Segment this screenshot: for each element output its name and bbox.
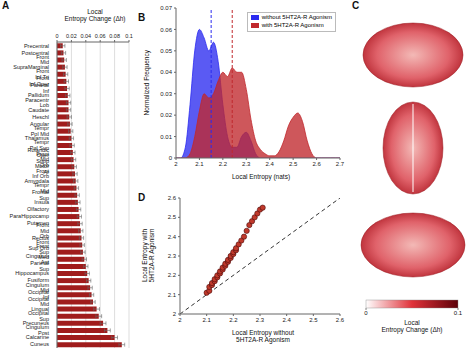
svg-text:2.2: 2.2	[229, 317, 238, 323]
svg-text:2: 2	[174, 161, 178, 167]
svg-text:2.6: 2.6	[312, 161, 321, 167]
svg-text:Olfactory: Olfactory	[27, 206, 49, 212]
svg-text:2.6: 2.6	[336, 317, 345, 323]
svg-text:2.4: 2.4	[168, 234, 177, 240]
svg-text:0.05: 0.05	[160, 48, 172, 54]
svg-text:0: 0	[55, 33, 58, 39]
svg-text:Cuneus: Cuneus	[30, 341, 49, 347]
svg-text:0.04: 0.04	[160, 69, 172, 75]
svg-text:0.06: 0.06	[95, 33, 106, 39]
svg-text:2.3: 2.3	[168, 253, 177, 259]
svg-text:2.1: 2.1	[202, 317, 211, 323]
svg-text:0.04: 0.04	[80, 33, 91, 39]
svg-text:2.5: 2.5	[168, 214, 177, 220]
svg-text:Calcarine: Calcarine	[26, 334, 49, 340]
svg-text:2.6: 2.6	[168, 195, 177, 201]
svg-text:0.1: 0.1	[125, 33, 133, 39]
svg-text:2.5: 2.5	[289, 161, 298, 167]
svg-text:2.3: 2.3	[242, 161, 251, 167]
svg-text:0.08: 0.08	[109, 33, 120, 39]
svg-text:0.02: 0.02	[66, 33, 77, 39]
svg-text:2.1: 2.1	[195, 161, 204, 167]
svg-text:Caudate: Caudate	[28, 107, 49, 113]
svg-text:ParaHippocamp: ParaHippocamp	[10, 213, 49, 219]
svg-text:2.2: 2.2	[168, 272, 177, 278]
svg-text:2.2: 2.2	[219, 161, 228, 167]
svg-text:Insula: Insula	[34, 199, 50, 205]
svg-text:0.07: 0.07	[160, 5, 172, 11]
svg-text:Hippocampus: Hippocampus	[15, 270, 49, 276]
svg-text:0.03: 0.03	[160, 91, 172, 97]
svg-text:2.7: 2.7	[336, 161, 345, 167]
svg-text:0.02: 0.02	[160, 112, 172, 118]
svg-text:2.1: 2.1	[168, 292, 177, 298]
svg-text:0: 0	[169, 155, 173, 161]
svg-text:2.5: 2.5	[309, 317, 318, 323]
svg-text:2.4: 2.4	[282, 317, 291, 323]
svg-text:0.06: 0.06	[160, 27, 172, 33]
svg-text:2.4: 2.4	[266, 161, 275, 167]
svg-text:Heschl: Heschl	[32, 114, 49, 120]
svg-text:0.01: 0.01	[160, 134, 172, 140]
svg-text:2.3: 2.3	[256, 317, 265, 323]
svg-text:Precentral: Precentral	[24, 43, 49, 49]
svg-text:2: 2	[173, 311, 177, 317]
svg-text:2: 2	[178, 317, 182, 323]
